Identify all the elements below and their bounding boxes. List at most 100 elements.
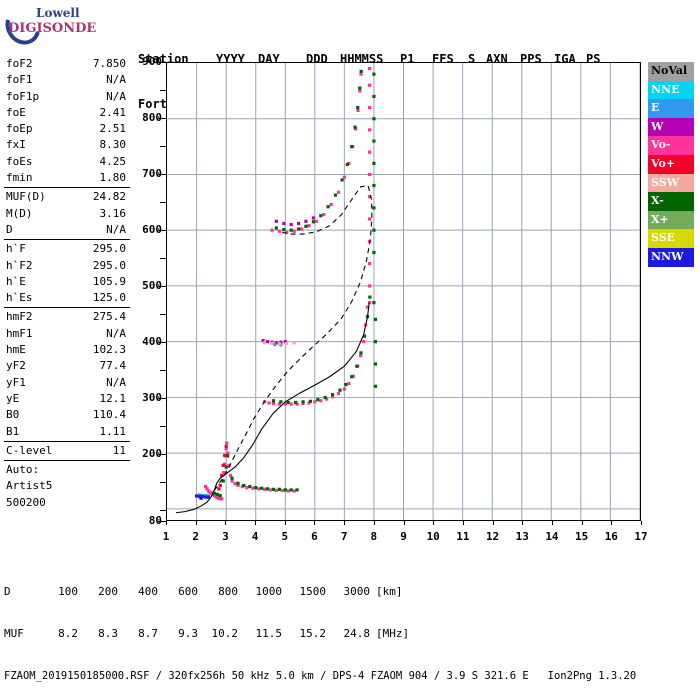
footer-distance-value: 100 (58, 585, 78, 598)
x-axis-tick-label: 15 (575, 530, 589, 543)
param-key: h`Es (6, 291, 33, 305)
param-value: N/A (106, 89, 126, 103)
y-axis-minor-tick (160, 62, 166, 63)
x-axis-tick (611, 521, 613, 525)
param-key: yE (6, 391, 20, 405)
param-key: MUF(D) (6, 190, 46, 204)
y-axis-minor-tick (160, 369, 166, 371)
auto-label: Auto: (6, 463, 40, 477)
y-axis-minor-tick (160, 257, 166, 259)
footer-distance-row: D 100 200 400 600 800 1000 1500 3000 [km] (4, 585, 636, 599)
param-row-hes: h`Es 125.0 (4, 290, 130, 306)
param-row-b0: B0 110.4 (4, 407, 130, 423)
param-key: C-level (6, 443, 53, 457)
footer-distance-value: 1000 (255, 585, 283, 598)
legend-item-ssw[interactable]: SSW (648, 173, 694, 193)
logo-brand-bottom: DIGISONDE (8, 21, 97, 36)
param-value: 7.850 (92, 57, 126, 70)
param-row-foep: foEp 2.51 (4, 121, 130, 137)
param-row-clevel: C-level 11 (4, 443, 130, 459)
param-row-ye: yE 12.1 (4, 391, 130, 407)
y-axis-minor-tick (160, 173, 166, 175)
footer-distance-value: 400 (138, 585, 158, 598)
param-value: 110.4 (92, 408, 126, 422)
footer-muf-value: 10.2 (211, 627, 239, 640)
param-value: N/A (106, 326, 126, 340)
y-axis-tick-label: 300 (142, 390, 162, 404)
param-key: fmin (6, 171, 33, 185)
param-key: B1 (6, 424, 20, 438)
param-key: foF1p (6, 89, 40, 103)
param-value: 105.9 (92, 274, 126, 288)
param-row-hmf2: hmF2 275.4 (4, 309, 130, 325)
param-row-md: M(D) 3.16 (4, 206, 130, 222)
y-axis-minor-tick (160, 229, 166, 231)
legend-item-x[interactable]: X- (648, 192, 694, 211)
footer-distance-value: 3000 (343, 585, 371, 598)
legend-item-vo[interactable]: Vo+ (648, 154, 694, 174)
param-value: 11 (112, 443, 126, 457)
footer-muf-value: 8.3 (98, 627, 118, 640)
x-axis-tick-label: 17 (634, 530, 648, 543)
param-key: hmE (6, 343, 26, 357)
param-value: N/A (106, 375, 126, 389)
y-axis-tick-label: 80 (148, 514, 162, 527)
x-axis-tick-label: 8 (370, 530, 378, 543)
param-key: B0 (6, 408, 20, 422)
param-value: N/A (106, 222, 126, 236)
x-axis-tick (314, 521, 316, 525)
y-axis-tick-label: 900 (142, 55, 162, 68)
x-axis-tick (225, 521, 227, 525)
param-divider (4, 440, 130, 442)
param-row-hf: h`F 295.0 (4, 241, 130, 257)
param-row-b1: B1 1.11 (4, 424, 130, 440)
param-key: h`F (6, 242, 26, 256)
legend-item-nne[interactable]: NNE (648, 80, 694, 100)
param-value: 295.0 (92, 258, 126, 272)
param-row-hme: hmE 102.3 (4, 342, 130, 358)
param-value: 2.51 (99, 122, 127, 136)
footer-muf-value: 8.2 (58, 627, 78, 640)
legend-item-noval[interactable]: NoVal (648, 62, 694, 81)
legend-item-x[interactable]: X+ (648, 210, 694, 230)
footer-muf-value: 15.2 (299, 627, 327, 640)
legend-item-e[interactable]: E (648, 99, 694, 118)
plot-data-layer (175, 66, 378, 514)
param-row-he: h`E 105.9 (4, 274, 130, 290)
footer-muf-value: 8.7 (138, 627, 158, 640)
param-value: 3.16 (99, 206, 127, 220)
footer-distance-value: 600 (178, 585, 198, 598)
footer-distance-value: 800 (218, 585, 238, 598)
x-axis-tick (403, 521, 405, 525)
param-row-yf2: yF2 77.4 (4, 358, 130, 374)
direction-legend[interactable]: NoVal NNE E W Vo- Vo+ SSW X- X+ SSE NNW (648, 62, 694, 267)
y-axis-minor-tick (160, 313, 166, 315)
footer-muf-unit: [MHz] (376, 627, 410, 640)
legend-item-nnw[interactable]: NNW (648, 247, 694, 267)
param-key: hmF1 (6, 326, 33, 340)
footer-muf-value: 11.5 (255, 627, 283, 640)
x-axis-tick-label: 9 (400, 530, 407, 543)
x-axis-tick-label: 16 (604, 530, 618, 543)
param-value: 12.1 (99, 391, 127, 405)
y-axis-tick (158, 521, 166, 522)
legend-item-w[interactable]: W (648, 117, 694, 137)
x-axis-tick (492, 521, 494, 525)
y-axis-minor-tick (160, 509, 166, 511)
y-axis-minor-tick (160, 89, 166, 91)
param-key: foEs (6, 154, 33, 168)
param-key: yF2 (6, 359, 26, 373)
legend-item-vo[interactable]: Vo- (648, 136, 694, 155)
param-row-fof1: foF1 N/A (4, 72, 130, 88)
param-row-fof2: foF2 7.850 (4, 56, 130, 72)
param-key: hmF2 (6, 310, 33, 324)
param-key: h`F2 (6, 258, 33, 272)
y-axis-tick-label: 500 (142, 278, 162, 292)
param-divider (4, 187, 130, 189)
ionogram-plot[interactable] (166, 62, 641, 521)
legend-item-sse[interactable]: SSE (648, 229, 694, 248)
y-axis-tick-label: 700 (142, 166, 162, 180)
y-axis-tick-label: 400 (142, 334, 162, 348)
y-axis-tick-label: 800 (142, 110, 162, 124)
param-value: 2.41 (99, 105, 127, 119)
